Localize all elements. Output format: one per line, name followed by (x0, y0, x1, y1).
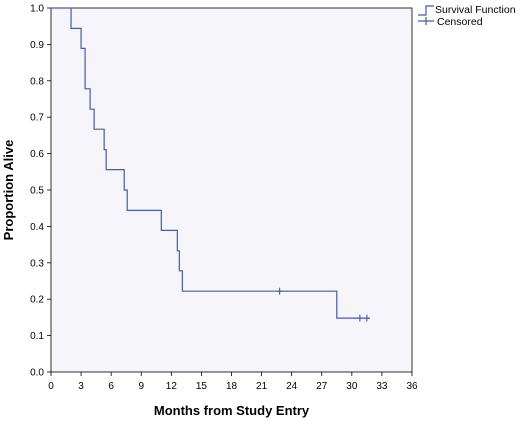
legend-survival-line-icon (418, 5, 434, 16)
x-tick-label: 0 (48, 381, 54, 392)
x-tick-label: 33 (376, 381, 388, 392)
y-tick-label: 0.8 (30, 76, 44, 87)
y-axis-title: Proportion Alive (1, 140, 16, 241)
y-tick-label: 0.0 (30, 368, 44, 379)
x-tick-label: 27 (316, 381, 328, 392)
y-tick-label: 1.0 (30, 4, 44, 15)
x-tick-label: 3 (78, 381, 84, 392)
x-tick-label: 21 (256, 381, 268, 392)
y-tick-label: 0.1 (30, 331, 44, 342)
x-axis: 0 3 6 9 12 15 18 21 24 27 30 33 36 (48, 372, 418, 392)
legend-label-censored: Censored (437, 16, 483, 28)
y-tick-label: 0.3 (30, 258, 44, 269)
y-tick-label: 0.2 (30, 295, 44, 306)
legend-label-survival: Survival Function (435, 4, 516, 16)
x-tick-label: 18 (226, 381, 238, 392)
legend: Survival Function Censored (418, 4, 516, 28)
x-tick-label: 12 (166, 381, 178, 392)
y-axis: 0.0 0.1 0.2 0.3 0.4 0.5 0.6 0.7 0.8 0.9 1.0 (30, 4, 51, 379)
x-tick-label: 6 (108, 381, 114, 392)
x-axis-title: Months from Study Entry (154, 403, 310, 418)
y-tick-label: 0.4 (30, 222, 44, 233)
censored-marker (276, 287, 283, 295)
plot-area (50, 7, 413, 373)
censored-markers (276, 287, 370, 322)
y-tick-label: 0.5 (30, 186, 44, 197)
x-tick-label: 30 (346, 381, 358, 392)
y-tick-label: 0.6 (30, 149, 44, 160)
x-tick-label: 36 (406, 381, 418, 392)
x-tick-label: 9 (138, 381, 144, 392)
x-tick-label: 24 (286, 381, 298, 392)
survival-function-line (51, 7, 370, 319)
x-tick-label: 15 (196, 381, 208, 392)
censored-marker (356, 314, 363, 322)
y-tick-label: 0.9 (30, 40, 44, 51)
legend-censored-icon (418, 17, 434, 25)
censored-marker (363, 314, 370, 322)
y-tick-label: 0.7 (30, 113, 44, 124)
